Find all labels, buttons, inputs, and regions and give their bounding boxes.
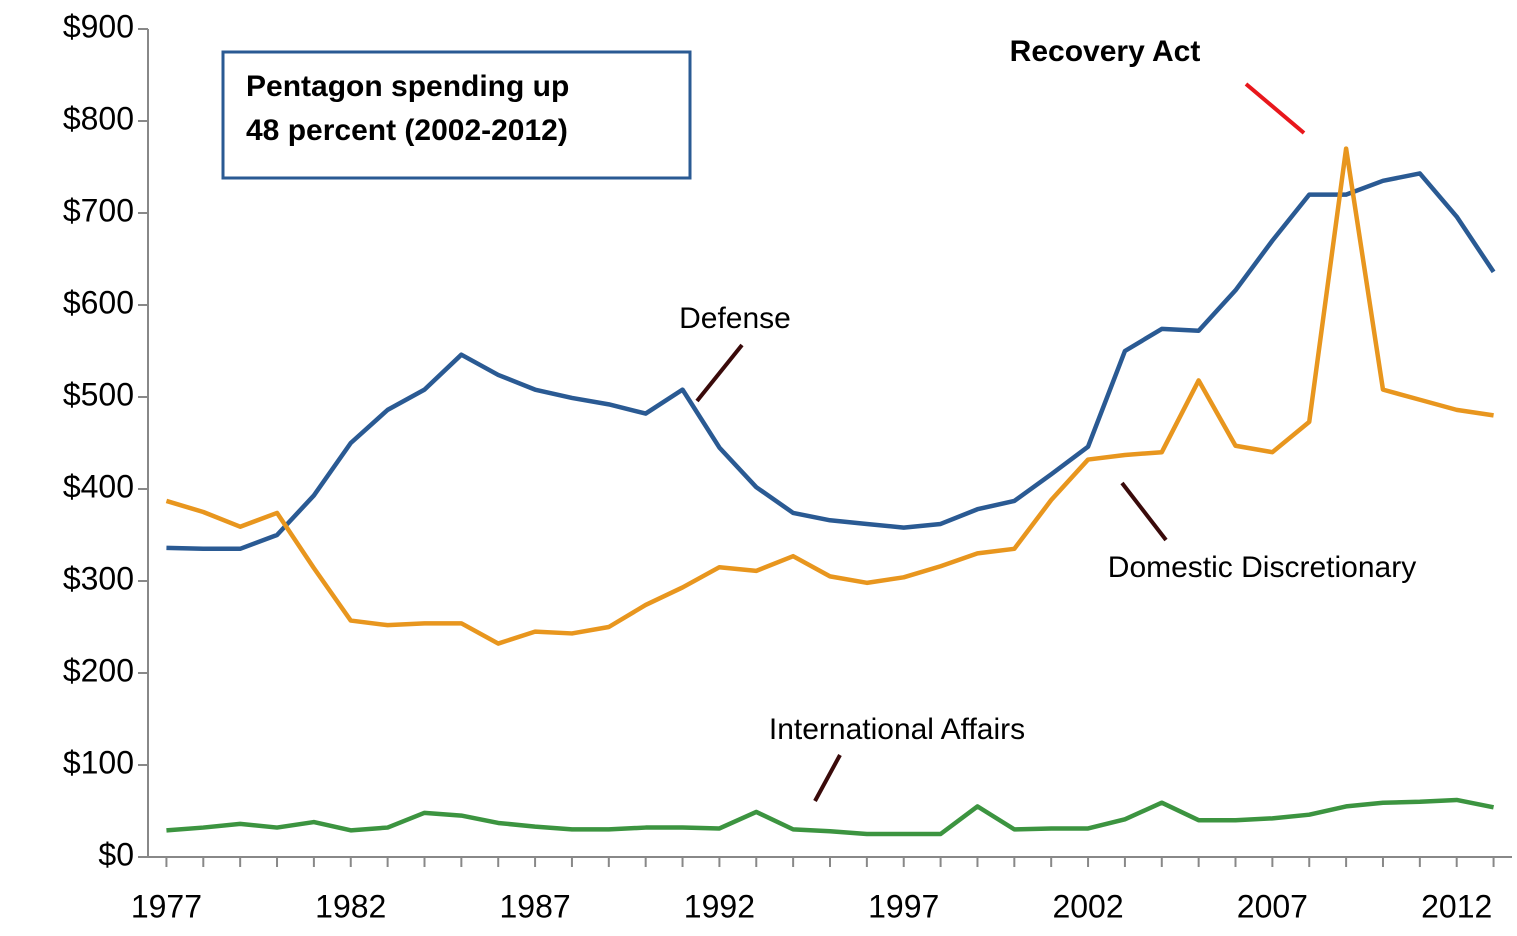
y-tick-label: $600 [63, 284, 134, 320]
x-tick-label: 1982 [315, 888, 386, 924]
series-line [166, 171, 1496, 552]
x-tick-label: 2007 [1237, 888, 1308, 924]
y-tick-label: $100 [63, 744, 134, 780]
annotation: Pentagon spending up [246, 70, 569, 103]
series-line [165, 146, 1494, 646]
annotation: Recovery Act [1010, 35, 1201, 68]
y-tick-label: $200 [63, 652, 134, 688]
pointer [1244, 82, 1306, 135]
annotation: 48 percent (2002-2012) [246, 114, 568, 147]
y-tick-label: $500 [63, 376, 134, 412]
x-tick-label: 2012 [1421, 888, 1492, 924]
series-label: Domestic Discretionary [1108, 551, 1416, 584]
y-tick-label: $900 [63, 8, 134, 44]
pointer [1120, 481, 1168, 542]
series-line [166, 797, 1495, 837]
series-label: Defense [679, 302, 791, 335]
y-tick-label: $300 [63, 560, 134, 596]
y-tick-label: $400 [63, 468, 134, 504]
x-tick-label: 1997 [868, 888, 939, 924]
series-label: International Affairs [769, 713, 1025, 746]
x-tick-label: 1987 [499, 888, 570, 924]
y-tick-label: $800 [63, 100, 134, 136]
annotation-box [221, 50, 692, 180]
pointer [695, 343, 744, 403]
pointer [813, 754, 842, 802]
y-tick-label: $700 [63, 192, 134, 228]
x-tick-label: 1977 [131, 888, 202, 924]
x-tick-label: 2002 [1052, 888, 1123, 924]
y-tick-label: $0 [98, 836, 134, 872]
x-tick-label: 1992 [684, 888, 755, 924]
